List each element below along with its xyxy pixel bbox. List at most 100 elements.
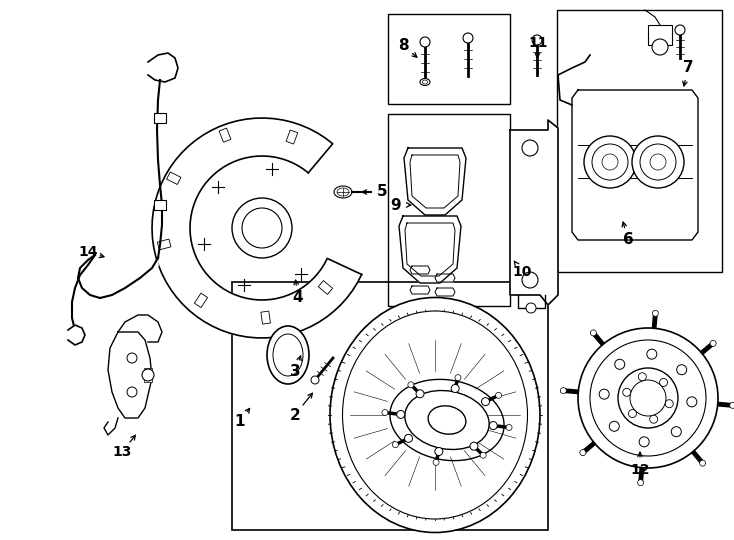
Circle shape (660, 379, 667, 387)
Text: 5: 5 (377, 185, 388, 199)
Bar (232, 282, 548, 530)
Circle shape (639, 437, 649, 447)
Circle shape (506, 424, 512, 430)
Circle shape (435, 448, 443, 456)
Circle shape (451, 384, 459, 393)
Ellipse shape (343, 311, 528, 519)
Polygon shape (405, 223, 455, 276)
Bar (157, 239, 171, 250)
Circle shape (433, 460, 439, 465)
Circle shape (455, 375, 461, 381)
Ellipse shape (390, 380, 504, 461)
Circle shape (396, 410, 404, 418)
Circle shape (628, 409, 636, 417)
Circle shape (710, 340, 716, 346)
Bar (154, 200, 166, 210)
Bar (144, 368, 152, 382)
Text: 10: 10 (512, 265, 531, 279)
Text: 12: 12 (631, 463, 650, 477)
Circle shape (522, 272, 538, 288)
Polygon shape (410, 266, 430, 274)
Circle shape (592, 144, 628, 180)
Circle shape (470, 442, 478, 450)
Polygon shape (78, 255, 158, 306)
Polygon shape (572, 90, 698, 240)
Circle shape (416, 390, 424, 398)
Circle shape (730, 402, 734, 408)
Circle shape (482, 397, 490, 406)
Bar (388, 14, 510, 104)
Circle shape (609, 421, 619, 431)
Circle shape (675, 25, 685, 35)
Text: 9: 9 (390, 198, 401, 213)
Circle shape (602, 154, 618, 170)
Circle shape (630, 380, 666, 416)
Text: 14: 14 (79, 245, 98, 259)
Circle shape (618, 368, 678, 428)
Ellipse shape (428, 406, 466, 434)
Circle shape (580, 450, 586, 456)
Polygon shape (410, 155, 460, 208)
Ellipse shape (337, 188, 349, 196)
Bar (648, 25, 672, 45)
Bar (319, 281, 333, 294)
Circle shape (232, 198, 292, 258)
Ellipse shape (330, 298, 540, 532)
Circle shape (650, 415, 658, 423)
Text: 3: 3 (290, 364, 300, 380)
Circle shape (393, 442, 399, 448)
Circle shape (382, 409, 388, 416)
Circle shape (700, 460, 705, 466)
Text: 11: 11 (528, 36, 548, 50)
Circle shape (560, 388, 567, 394)
Text: 1: 1 (235, 415, 245, 429)
Polygon shape (510, 120, 558, 305)
Circle shape (650, 154, 666, 170)
Polygon shape (118, 315, 162, 342)
Polygon shape (108, 332, 152, 418)
Polygon shape (399, 216, 461, 283)
Circle shape (127, 387, 137, 397)
Bar (388, 114, 510, 306)
Text: 13: 13 (112, 445, 131, 459)
Circle shape (687, 397, 697, 407)
Circle shape (408, 382, 414, 388)
Ellipse shape (423, 80, 427, 84)
Ellipse shape (273, 334, 303, 376)
Bar (167, 172, 181, 185)
Circle shape (311, 376, 319, 384)
Circle shape (639, 373, 647, 381)
Circle shape (532, 35, 542, 45)
Circle shape (463, 33, 473, 43)
Circle shape (672, 427, 681, 437)
Text: 2: 2 (290, 408, 300, 422)
Circle shape (142, 369, 154, 381)
Circle shape (653, 310, 658, 316)
Circle shape (590, 330, 596, 336)
Circle shape (665, 400, 673, 408)
Circle shape (578, 328, 718, 468)
Circle shape (599, 389, 609, 399)
Ellipse shape (405, 390, 489, 449)
Polygon shape (410, 286, 430, 294)
Circle shape (522, 140, 538, 156)
Circle shape (420, 37, 430, 47)
Circle shape (677, 364, 687, 375)
Bar (154, 113, 166, 123)
Circle shape (495, 393, 501, 399)
Circle shape (480, 452, 486, 458)
Polygon shape (152, 118, 362, 338)
Circle shape (526, 303, 536, 313)
Circle shape (632, 136, 684, 188)
Text: 6: 6 (622, 233, 633, 247)
Bar (557, 10, 722, 272)
Circle shape (490, 422, 498, 429)
Circle shape (622, 388, 631, 396)
Polygon shape (435, 274, 455, 282)
Polygon shape (404, 148, 466, 215)
Ellipse shape (334, 186, 352, 198)
Circle shape (590, 340, 706, 456)
Circle shape (638, 480, 644, 485)
Circle shape (404, 434, 413, 442)
Polygon shape (435, 288, 455, 296)
